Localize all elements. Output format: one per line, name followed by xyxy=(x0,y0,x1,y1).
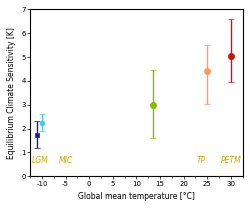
Text: LGM: LGM xyxy=(32,156,48,165)
Text: TP: TP xyxy=(197,156,206,165)
Text: PETM: PETM xyxy=(220,156,241,165)
Y-axis label: Equilibrium Climate Sensitivity [K]: Equilibrium Climate Sensitivity [K] xyxy=(7,27,16,159)
X-axis label: Global mean temperature [°C]: Global mean temperature [°C] xyxy=(78,192,195,201)
Text: MIC: MIC xyxy=(58,156,73,165)
